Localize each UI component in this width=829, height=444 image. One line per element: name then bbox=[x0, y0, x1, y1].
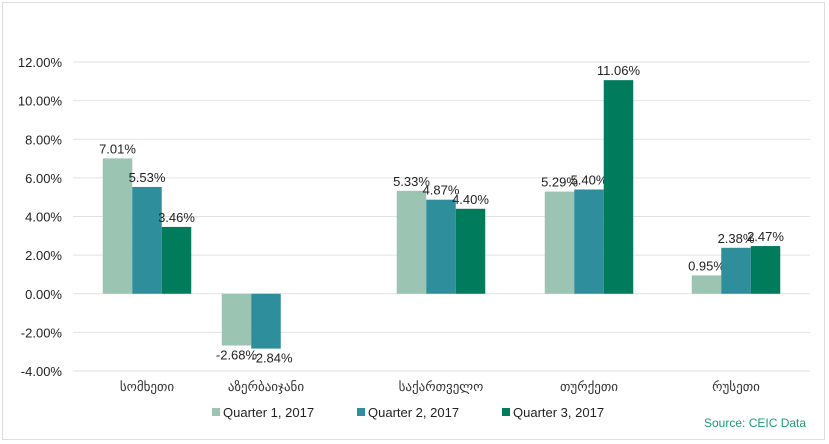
y-tick-label: -2.00% bbox=[21, 325, 63, 340]
bar bbox=[455, 208, 486, 294]
data-label: 5.29% bbox=[541, 175, 578, 190]
y-tick-label: 2.00% bbox=[25, 248, 62, 263]
data-label: 2.38% bbox=[718, 231, 755, 246]
legend-label: Quarter 2, 2017 bbox=[368, 405, 459, 420]
data-label: -2.84% bbox=[251, 351, 293, 366]
legend-swatch bbox=[212, 408, 220, 416]
bar bbox=[221, 293, 252, 346]
x-tick-label: სომხეთი bbox=[120, 379, 175, 395]
bar bbox=[603, 80, 634, 294]
data-label: 7.01% bbox=[99, 141, 136, 156]
bar bbox=[426, 199, 456, 294]
source-note: Source: CEIC Data bbox=[704, 416, 807, 430]
x-tick-label: რუსეთი bbox=[712, 379, 760, 395]
y-tick-label: 4.00% bbox=[25, 210, 62, 225]
data-label: 4.87% bbox=[423, 183, 460, 198]
bar bbox=[574, 189, 604, 294]
data-label: -2.68% bbox=[216, 348, 258, 363]
bar bbox=[396, 190, 427, 294]
data-label: 3.46% bbox=[158, 210, 195, 225]
data-label: 4.40% bbox=[452, 192, 489, 207]
legend-label: Quarter 3, 2017 bbox=[513, 405, 604, 420]
bar bbox=[251, 293, 281, 349]
data-label: 5.40% bbox=[571, 172, 608, 187]
bar bbox=[750, 246, 781, 294]
bar bbox=[102, 158, 133, 294]
y-tick-label: 0.00% bbox=[25, 287, 62, 302]
x-tick-label: თურქეთი bbox=[560, 379, 618, 395]
y-tick-label: 6.00% bbox=[25, 171, 62, 186]
x-tick-label: აზერბაიჯანი bbox=[228, 379, 304, 395]
x-tick-label: საქართველო bbox=[399, 379, 484, 395]
y-tick-label: 10.00% bbox=[18, 94, 63, 109]
bar bbox=[691, 275, 722, 294]
data-label: 0.95% bbox=[688, 258, 725, 273]
data-label: 5.53% bbox=[129, 170, 166, 185]
bar bbox=[721, 247, 751, 294]
y-tick-label: 8.00% bbox=[25, 132, 62, 147]
chart-frame bbox=[2, 2, 825, 440]
y-tick-label: -4.00% bbox=[21, 364, 63, 379]
legend-swatch bbox=[502, 408, 510, 416]
bar bbox=[132, 186, 162, 294]
legend-label: Quarter 1, 2017 bbox=[223, 405, 314, 420]
bar bbox=[161, 226, 192, 294]
legend-swatch bbox=[357, 408, 365, 416]
data-label: 11.06% bbox=[597, 63, 641, 78]
data-label: 5.33% bbox=[393, 174, 430, 189]
data-label: 2.47% bbox=[747, 229, 784, 244]
y-tick-label: 12.00% bbox=[18, 55, 63, 70]
bar bbox=[544, 191, 575, 294]
